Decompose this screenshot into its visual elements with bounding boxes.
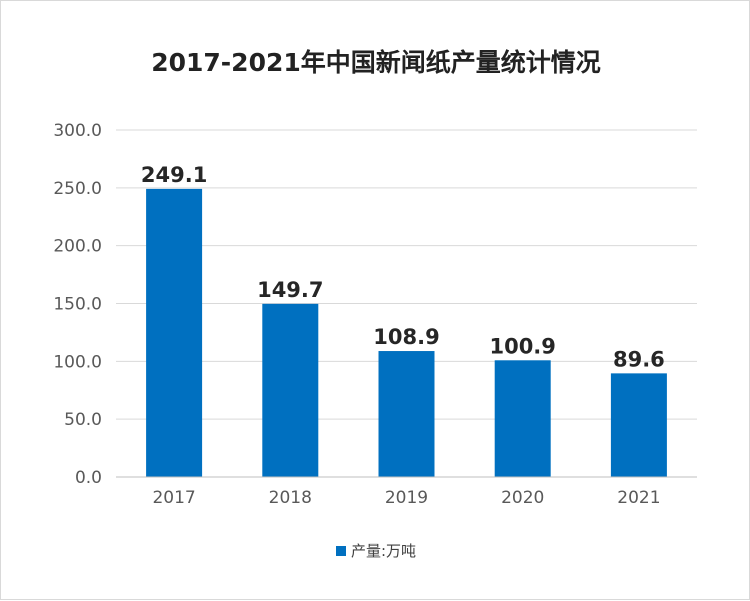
bar-2020 [494,360,551,477]
data-label-2018: 149.7 [257,278,323,302]
data-label-2021: 89.6 [613,347,665,371]
y-tick-label: 200.0 [53,237,102,257]
bar-2017 [146,188,203,477]
data-label-2017: 249.1 [141,163,207,187]
y-tick-label: 150.0 [53,295,102,315]
y-tick-label: 300.0 [53,121,102,141]
x-tick-label-2019: 2019 [385,488,428,508]
bar-2019 [378,351,435,477]
data-label-2020: 100.9 [489,334,555,358]
bar-2021 [610,373,667,477]
data-label-2019: 108.9 [373,325,439,349]
legend: 产量:万吨 [1,540,750,561]
y-tick-label: 100.0 [53,352,102,372]
bar-2018 [262,303,319,477]
y-tick-label: 0.0 [75,468,102,488]
x-tick-label-2020: 2020 [501,488,544,508]
bars [146,188,667,477]
data-labels: 249.1 149.7 108.9 100.9 89.6 [141,163,665,371]
legend-label: 产量:万吨 [350,542,417,560]
y-tick-label: 250.0 [53,179,102,199]
y-tick-label: 50.0 [64,410,102,430]
x-axis-ticks: 2017 2018 2019 2020 2021 [152,488,660,508]
x-tick-label-2021: 2021 [617,488,660,508]
x-tick-label-2018: 2018 [269,488,312,508]
legend-swatch [335,545,346,556]
y-axis-ticks: 0.0 50.0 100.0 150.0 200.0 250.0 300.0 [53,121,102,488]
chart-title: 2017-2021年中国新闻纸产量统计情况 [151,48,601,77]
x-tick-label-2017: 2017 [152,488,195,508]
